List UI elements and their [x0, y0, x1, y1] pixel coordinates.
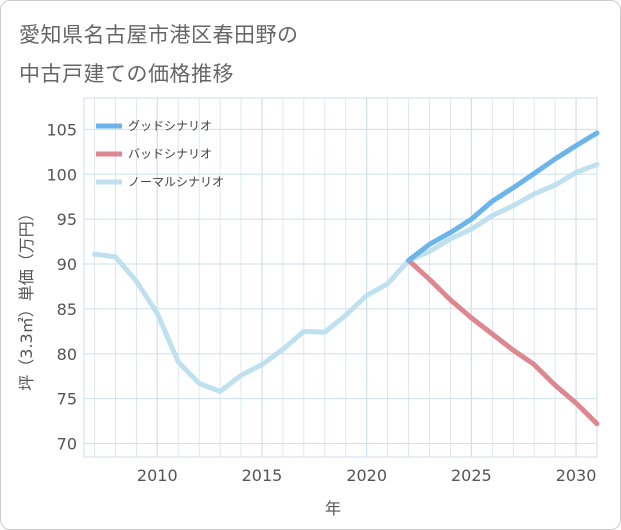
axis-ticks: 70 75 80 85 90 95 100 105 2010 2015 2020 2025 2030	[46, 120, 596, 485]
y-tick-label: 80	[57, 345, 77, 364]
y-tick-label: 85	[57, 300, 77, 319]
x-axis-label: 年	[325, 499, 341, 518]
y-tick-label: 95	[57, 210, 77, 229]
x-tick-label: 2015	[242, 466, 283, 485]
series-line-good	[406, 130, 600, 263]
y-tick-label: 90	[57, 255, 77, 274]
legend-label-bad: バッドシナリオ	[128, 147, 212, 161]
y-axis-label: 坪（3.3㎡）単価（万円）	[17, 205, 36, 390]
x-tick-label: 2010	[137, 466, 178, 485]
series-line-normal	[92, 161, 600, 394]
x-tick-label: 2020	[346, 466, 387, 485]
legend-label-good: グッドシナリオ	[128, 119, 212, 133]
grid-lines	[83, 97, 598, 458]
y-tick-label: 105	[46, 120, 77, 139]
y-tick-label: 75	[57, 390, 77, 409]
legend-label-normal: ノーマルシナリオ	[128, 175, 224, 189]
x-tick-label: 2030	[556, 466, 597, 485]
series-lines	[92, 130, 600, 427]
x-tick-label: 2025	[451, 466, 492, 485]
chart-title-line-1: 愛知県名古屋市港区春田野の	[19, 23, 299, 47]
y-tick-label: 70	[57, 435, 77, 454]
y-tick-label: 100	[46, 165, 77, 184]
series-line-bad	[406, 257, 600, 427]
chart-title-line-2: 中古戸建ての価格推移	[19, 62, 234, 86]
